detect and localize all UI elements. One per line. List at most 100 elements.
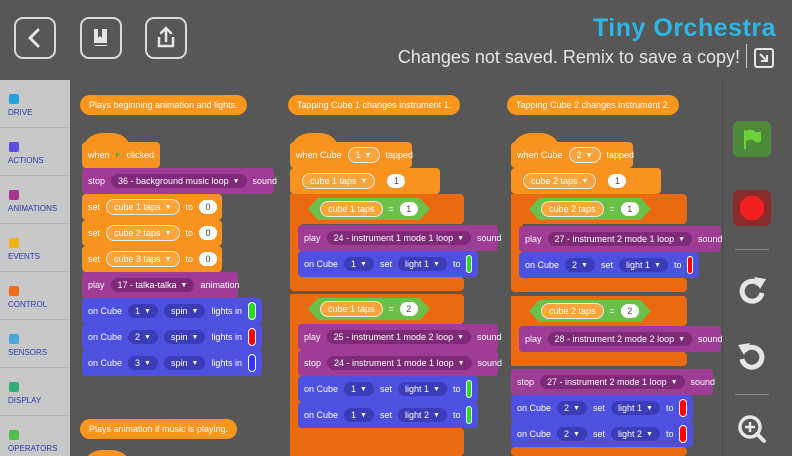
play-sound-block[interactable]: play 24 - instrument 1 mode 1 loop ▼ soun… — [298, 225, 502, 251]
help-book-button[interactable] — [80, 17, 122, 59]
remix-button[interactable] — [754, 48, 774, 68]
equals-condition[interactable]: cube 1 taps = 2 — [308, 298, 430, 320]
set-light-block[interactable]: on Cube 1 ▼ set light 1 ▼ to — [298, 251, 478, 277]
animation-dropdown[interactable]: 17 - talka-talka ▼ — [110, 278, 195, 292]
run-button[interactable] — [733, 121, 771, 157]
stop-sound-block[interactable]: stop 27 - instrument 2 mode 1 loop ▼ soun… — [511, 369, 715, 395]
set-variable-block[interactable]: set cube 3 taps ▼ to 0 — [82, 246, 222, 272]
comment-note[interactable]: Plays beginning animation and lights. — [80, 95, 247, 115]
cube-dropdown[interactable]: 1 ▼ — [344, 408, 374, 422]
cube-dropdown[interactable]: 2 ▼ — [557, 401, 587, 415]
category-actions[interactable]: ACTIONS — [0, 128, 70, 176]
sound-dropdown[interactable]: 24 - instrument 1 mode 1 loop ▼ — [327, 356, 472, 370]
color-swatch-red[interactable] — [679, 399, 687, 417]
set-light-block[interactable]: on Cube 2 ▼ set light 2 ▼ to — [511, 421, 693, 447]
cube-dropdown[interactable]: 2 ▼ — [568, 147, 601, 163]
variable-dropdown[interactable]: cube 2 taps ▼ — [523, 173, 597, 189]
color-swatch-green[interactable] — [466, 255, 472, 273]
equals-condition[interactable]: cube 2 taps = 1 — [529, 198, 651, 220]
if-then-block[interactable]: cube 2 taps = 2 — [511, 296, 687, 326]
sound-dropdown[interactable]: 28 - instrument 2 mode 2 loop ▼ — [547, 332, 693, 346]
category-operators[interactable]: OPERATORS — [0, 416, 70, 456]
equals-condition[interactable]: cube 1 taps = 1 — [308, 198, 430, 220]
spin-lights-block[interactable]: on Cube 2 ▼ spin ▼ lights in — [82, 324, 262, 350]
set-variable-block[interactable]: set cube 1 taps ▼ to 0 — [82, 194, 222, 220]
light-dropdown[interactable]: light 1 ▼ — [398, 382, 447, 396]
action-dropdown[interactable]: spin ▼ — [163, 304, 206, 318]
sound-dropdown[interactable]: 36 - background music loop ▼ — [111, 174, 247, 188]
category-control[interactable]: CONTROL — [0, 272, 70, 320]
number-input[interactable]: 0 — [199, 252, 218, 266]
number-input[interactable]: 1 — [400, 202, 418, 216]
share-button[interactable] — [145, 17, 187, 59]
spin-lights-block[interactable]: on Cube 1 ▼ spin ▼ lights in — [82, 298, 262, 324]
when-cube-tapped-block[interactable]: when Cube 1 ▼ tapped — [290, 142, 413, 168]
when-cube-tapped-block[interactable]: when Cube 2 ▼ tapped — [511, 142, 634, 168]
equals-condition[interactable]: cube 2 taps = 2 — [529, 300, 651, 322]
sound-dropdown[interactable]: 24 - instrument 1 mode 1 loop ▼ — [326, 231, 472, 245]
number-input[interactable]: 2 — [400, 302, 418, 316]
cube-dropdown[interactable]: 2 ▼ — [565, 258, 595, 272]
variable-dropdown[interactable]: cube 2 taps ▼ — [106, 225, 180, 241]
color-swatch-red[interactable] — [687, 256, 693, 274]
set-light-block[interactable]: on Cube 2 ▼ set light 1 ▼ to — [511, 395, 693, 421]
number-input[interactable]: 2 — [621, 304, 639, 318]
set-light-block[interactable]: on Cube 1 ▼ set light 2 ▼ to — [298, 402, 478, 428]
comment-note[interactable]: Tapping Cube 1 changes instrument 1. — [288, 95, 461, 115]
action-dropdown[interactable]: spin ▼ — [163, 330, 206, 344]
play-sound-block[interactable]: play 25 - instrument 1 mode 2 loop ▼ soun… — [298, 324, 502, 350]
light-dropdown[interactable]: light 2 ▼ — [398, 408, 447, 422]
number-input[interactable]: 1 — [608, 174, 627, 188]
spin-lights-block[interactable]: on Cube 3 ▼ spin ▼ lights in — [82, 350, 262, 376]
light-dropdown[interactable]: light 1 ▼ — [619, 258, 668, 272]
redo-button[interactable] — [733, 270, 771, 308]
play-sound-block[interactable]: play 27 - instrument 2 mode 1 loop ▼ soun… — [519, 226, 723, 252]
cube-dropdown[interactable]: 3 ▼ — [128, 356, 158, 370]
change-variable-block[interactable]: cube 1 taps ▼ 1 — [290, 168, 440, 194]
if-then-block[interactable]: cube 1 taps = 1 — [290, 194, 464, 224]
color-swatch-green[interactable] — [466, 406, 472, 424]
color-swatch-green[interactable] — [247, 302, 256, 320]
color-swatch-red[interactable] — [679, 425, 687, 443]
cube-dropdown[interactable]: 1 ▼ — [347, 147, 380, 163]
zoom-in-button[interactable] — [735, 412, 769, 446]
stop-sound-block[interactable]: stop 36 - background music loop ▼ sound — [82, 168, 277, 194]
stop-sound-block[interactable]: stop 24 - instrument 1 mode 1 loop ▼ soun… — [298, 350, 502, 376]
category-sensors[interactable]: SENSORS — [0, 320, 70, 368]
cube-dropdown[interactable]: 1 ▼ — [128, 304, 158, 318]
undo-button[interactable] — [733, 336, 771, 374]
sound-dropdown[interactable]: 25 - instrument 1 mode 2 loop ▼ — [326, 330, 472, 344]
category-drive[interactable]: DRIVE — [0, 80, 70, 128]
set-variable-block[interactable]: set cube 2 taps ▼ to 0 — [82, 220, 222, 246]
when-flag-clicked-block[interactable]: when clicked — [82, 142, 160, 168]
cube-dropdown[interactable]: 2 ▼ — [557, 427, 587, 441]
comment-note[interactable]: Plays animation if music is playing. — [80, 419, 238, 439]
number-input[interactable]: 1 — [621, 202, 639, 216]
variable-dropdown[interactable]: cube 1 taps ▼ — [106, 199, 180, 215]
number-input[interactable]: 0 — [199, 200, 218, 214]
category-display[interactable]: DISPLAY — [0, 368, 70, 416]
if-then-block[interactable]: cube 2 taps = 1 — [511, 194, 687, 224]
comment-note[interactable]: Tapping Cube 2 changes instrument 2. — [507, 95, 680, 115]
sound-dropdown[interactable]: 27 - instrument 2 mode 1 loop ▼ — [547, 232, 693, 246]
light-dropdown[interactable]: light 1 ▼ — [398, 257, 447, 271]
set-light-block[interactable]: on Cube 1 ▼ set light 1 ▼ to — [298, 376, 478, 402]
cube-dropdown[interactable]: 1 ▼ — [344, 257, 374, 271]
back-button[interactable] — [14, 17, 56, 59]
light-dropdown[interactable]: light 1 ▼ — [611, 401, 660, 415]
play-animation-block[interactable]: play 17 - talka-talka ▼ animation — [82, 272, 240, 298]
light-dropdown[interactable]: light 2 ▼ — [611, 427, 660, 441]
color-swatch-green[interactable] — [466, 380, 472, 398]
set-light-block[interactable]: on Cube 2 ▼ set light 1 ▼ to — [519, 252, 699, 278]
category-animations[interactable]: ANIMATIONS — [0, 176, 70, 224]
variable-dropdown[interactable]: cube 1 taps ▼ — [302, 173, 376, 189]
variable-dropdown[interactable]: cube 3 taps ▼ — [106, 251, 180, 267]
color-swatch-blue[interactable] — [247, 354, 256, 372]
cube-dropdown[interactable]: 1 ▼ — [344, 382, 374, 396]
stop-button[interactable] — [733, 190, 771, 226]
if-then-block[interactable]: cube 1 taps = 2 — [290, 294, 464, 324]
cube-dropdown[interactable]: 2 ▼ — [128, 330, 158, 344]
number-input[interactable]: 0 — [199, 226, 218, 240]
sound-dropdown[interactable]: 27 - instrument 2 mode 1 loop ▼ — [540, 375, 685, 389]
number-input[interactable]: 1 — [387, 174, 406, 188]
